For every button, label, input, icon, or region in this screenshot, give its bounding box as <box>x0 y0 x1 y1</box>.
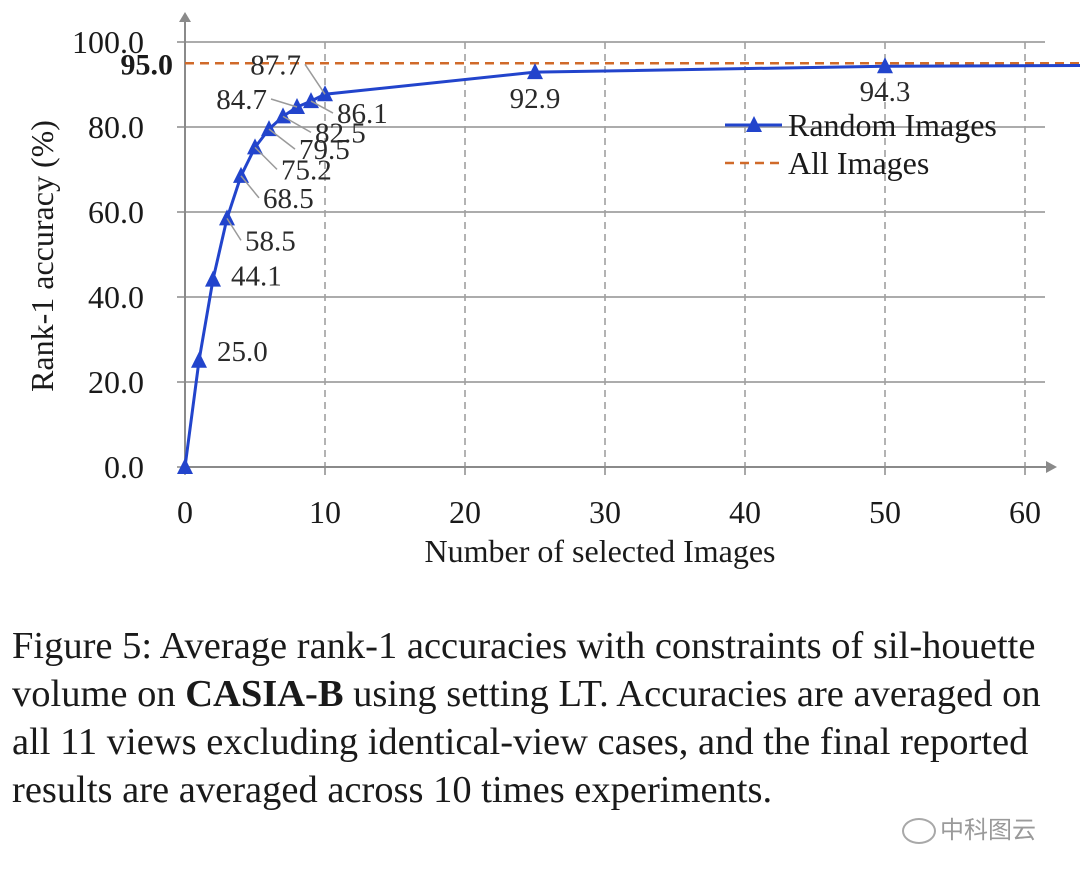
y-tick-label: 0.0 <box>104 449 144 485</box>
random-images-marker <box>289 98 305 115</box>
data-label: 58.5 <box>245 225 296 257</box>
random-images-marker <box>877 57 893 74</box>
caption-dataset: CASIA-B <box>185 673 344 715</box>
x-tick-label: 50 <box>869 494 901 530</box>
random-images-marker <box>219 209 235 226</box>
y-tick-label: 20.0 <box>88 364 144 400</box>
random-images-marker <box>527 63 543 80</box>
horizontal-gridlines <box>185 41 1045 383</box>
all-images-value-label: 95.0 <box>121 48 174 81</box>
random-images-marker <box>275 107 291 124</box>
data-label: 92.9 <box>510 83 561 115</box>
watermark-text: 中科图云 <box>940 816 1036 844</box>
x-axis-arrow <box>1046 461 1057 473</box>
caption-text-before: Figure 5: Average rank-1 accuracies with… <box>12 625 1036 715</box>
watermark: 中科图云 <box>902 810 1036 845</box>
random-images-marker <box>205 270 221 287</box>
y-tick-label: 60.0 <box>88 194 144 230</box>
y-axis-arrow <box>179 12 191 22</box>
random-images-marker <box>191 351 207 368</box>
data-label: 68.5 <box>263 183 314 215</box>
random-images-marker <box>177 458 193 474</box>
x-tick-label: 40 <box>729 494 761 530</box>
x-tick-labels: 0102030405060708090100 <box>177 494 1041 530</box>
axes <box>177 12 1057 475</box>
y-tick-labels: 0.0 20.0 40.0 60.0 80.0 100.0 <box>72 24 144 485</box>
vertical-gridlines <box>324 42 1026 467</box>
data-label-leader <box>310 100 334 114</box>
x-axis-label: Number of selected Images <box>425 533 776 569</box>
figure-caption: Figure 5: Average rank-1 accuracies with… <box>12 622 1074 814</box>
y-tick-label: 80.0 <box>88 109 144 145</box>
data-label-leader <box>304 63 326 95</box>
data-labels: 25.0 44.1 58.5 68.575.279.582.5 84.7 86.1 87.7… <box>216 49 911 368</box>
data-label-leader <box>268 128 296 150</box>
x-tick-label: 60 <box>1009 494 1041 530</box>
data-label: 82.5 <box>315 117 366 149</box>
data-label: 79.5 <box>299 134 350 166</box>
x-tick-label: 20 <box>449 494 481 530</box>
data-label: 75.2 <box>281 154 332 186</box>
data-label: 86.1 <box>337 98 388 130</box>
data-label: 84.7 <box>216 84 267 116</box>
random-images-marker <box>233 166 249 183</box>
data-label: 25.0 <box>217 336 268 368</box>
data-label-leader <box>254 146 278 170</box>
legend-label-random: Random Images <box>788 107 997 143</box>
data-label-leader <box>240 175 260 199</box>
wechat-icon <box>902 818 936 844</box>
y-tick-label: 40.0 <box>88 279 144 315</box>
random-images-marker <box>303 92 319 109</box>
data-label: 87.7 <box>250 49 301 81</box>
x-tick-label: 10 <box>309 494 341 530</box>
legend-marker-random <box>746 116 762 132</box>
data-label-leader <box>282 115 312 134</box>
x-tick-label: 30 <box>589 494 621 530</box>
all-images-line: 95.0 <box>121 48 1080 81</box>
data-label: 44.1 <box>231 261 282 293</box>
data-label-leader <box>270 98 298 108</box>
data-label: 94.3 <box>860 76 911 108</box>
data-label-leader <box>226 217 242 241</box>
caption-text-after: using setting LT. Accuracies are average… <box>12 673 1041 811</box>
y-tick-label: 100.0 <box>72 24 144 60</box>
y-axis-label: Rank-1 accuracy (%) <box>24 120 60 392</box>
legend-label-all: All Images <box>788 145 929 181</box>
x-tick-label: 0 <box>177 494 193 530</box>
